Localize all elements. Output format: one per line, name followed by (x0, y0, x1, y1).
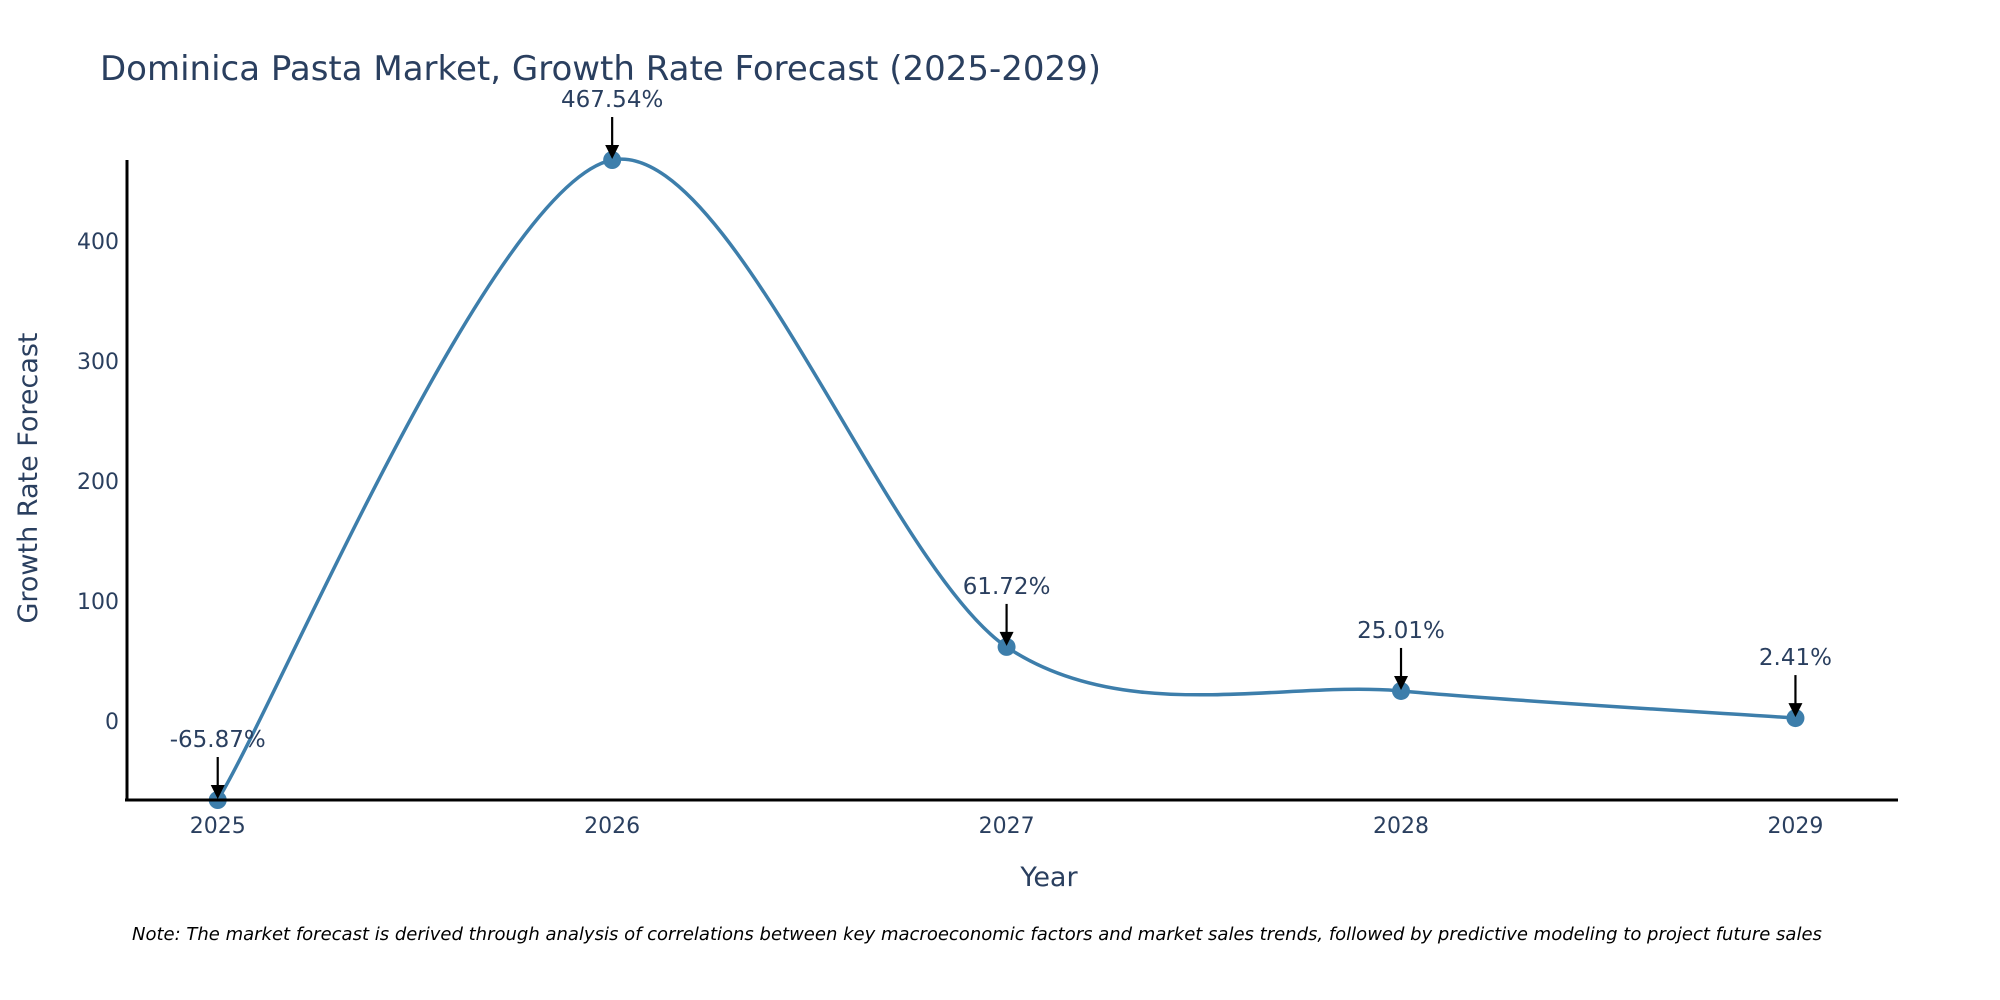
plot-area (208, 151, 1805, 809)
growth-rate-line (216, 157, 1796, 800)
annotation-arrow-head (999, 631, 1014, 646)
data-label: 61.72% (963, 574, 1051, 600)
y-tick-label: 0 (105, 710, 119, 735)
data-label: -65.87% (170, 727, 266, 753)
data-label: 2.41% (1759, 645, 1832, 671)
data-point-marker (603, 151, 622, 169)
data-annotations: -65.87% 467.54% 61.72% 25.01% 2.41% (170, 87, 1832, 799)
data-point-marker (1392, 681, 1411, 700)
x-tick-label: 2027 (979, 814, 1035, 839)
forecast-note: Note: The market forecast is derived thr… (132, 924, 1822, 945)
data-label: 25.01% (1357, 618, 1445, 644)
data-point-marker (997, 637, 1016, 656)
y-tick-label: 100 (77, 590, 119, 615)
x-axis-title: Year (1019, 862, 1078, 893)
y-tick-label: 400 (77, 230, 119, 255)
y-axis-ticks: 0 100 200 300 400 (77, 230, 119, 735)
data-point-marker (1786, 709, 1805, 728)
annotation-arrow-head (605, 145, 620, 159)
x-axis-ticks: 2025 2026 2027 2028 2029 (190, 814, 1824, 839)
y-tick-label: 300 (77, 350, 119, 375)
data-label: 467.54% (561, 87, 663, 113)
annotation-arrow-head (210, 785, 225, 799)
x-tick-label: 2029 (1767, 814, 1823, 839)
chart-title: Dominica Pasta Market, Growth Rate Forec… (100, 49, 1101, 89)
x-tick-label: 2026 (584, 814, 640, 839)
annotation-arrow-head (1788, 703, 1803, 718)
y-tick-label: 200 (77, 470, 119, 495)
x-tick-label: 2025 (190, 814, 246, 839)
y-axis-title: Growth Rate Forecast (13, 332, 44, 623)
annotation-arrow-head (1394, 675, 1409, 690)
x-tick-label: 2028 (1373, 814, 1429, 839)
